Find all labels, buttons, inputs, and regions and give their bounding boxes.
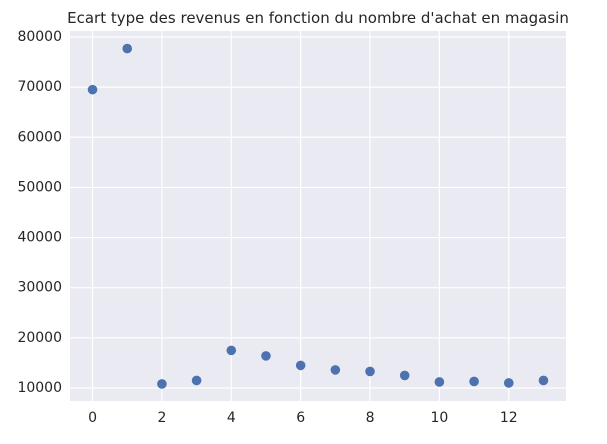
data-point: [295, 360, 306, 371]
data-point: [365, 366, 375, 377]
data-point: [399, 370, 410, 381]
x-tick-label: 4: [227, 410, 236, 426]
data-point: [191, 375, 202, 386]
data-point: [226, 345, 237, 356]
y-tick-label: 80000: [17, 29, 62, 45]
y-axis-ticks: 10000 20000 30000 40000 50000 60000 70000 80000: [17, 29, 62, 396]
y-tick-label: 60000: [17, 129, 62, 145]
y-tick-label: 70000: [17, 79, 62, 95]
data-point: [503, 378, 514, 388]
data-point: [261, 351, 271, 361]
x-tick-label: 8: [366, 410, 375, 426]
x-tick-label: 6: [296, 410, 305, 426]
data-point: [330, 365, 341, 375]
data-point: [434, 377, 445, 387]
plot-area: [70, 31, 566, 401]
data-point: [469, 376, 479, 387]
y-tick-label: 20000: [17, 330, 62, 346]
x-tick-label: 12: [500, 410, 518, 426]
x-tick-label: 10: [430, 410, 448, 426]
grid-lines: [70, 31, 566, 401]
data-point: [157, 379, 167, 389]
data-point: [122, 43, 133, 54]
y-tick-label: 10000: [17, 380, 62, 396]
y-tick-label: 40000: [17, 230, 62, 246]
data-point: [87, 84, 98, 95]
x-axis-ticks: 0 2 4 6 8 10 12: [88, 410, 518, 426]
y-tick-label: 50000: [17, 179, 62, 195]
x-tick-label: 0: [88, 410, 97, 426]
data-points: [87, 43, 549, 389]
chart-title: Ecart type des revenus en fonction du no…: [67, 9, 569, 27]
x-tick-label: 2: [157, 410, 166, 426]
y-tick-label: 30000: [17, 280, 62, 296]
data-point: [538, 375, 549, 386]
